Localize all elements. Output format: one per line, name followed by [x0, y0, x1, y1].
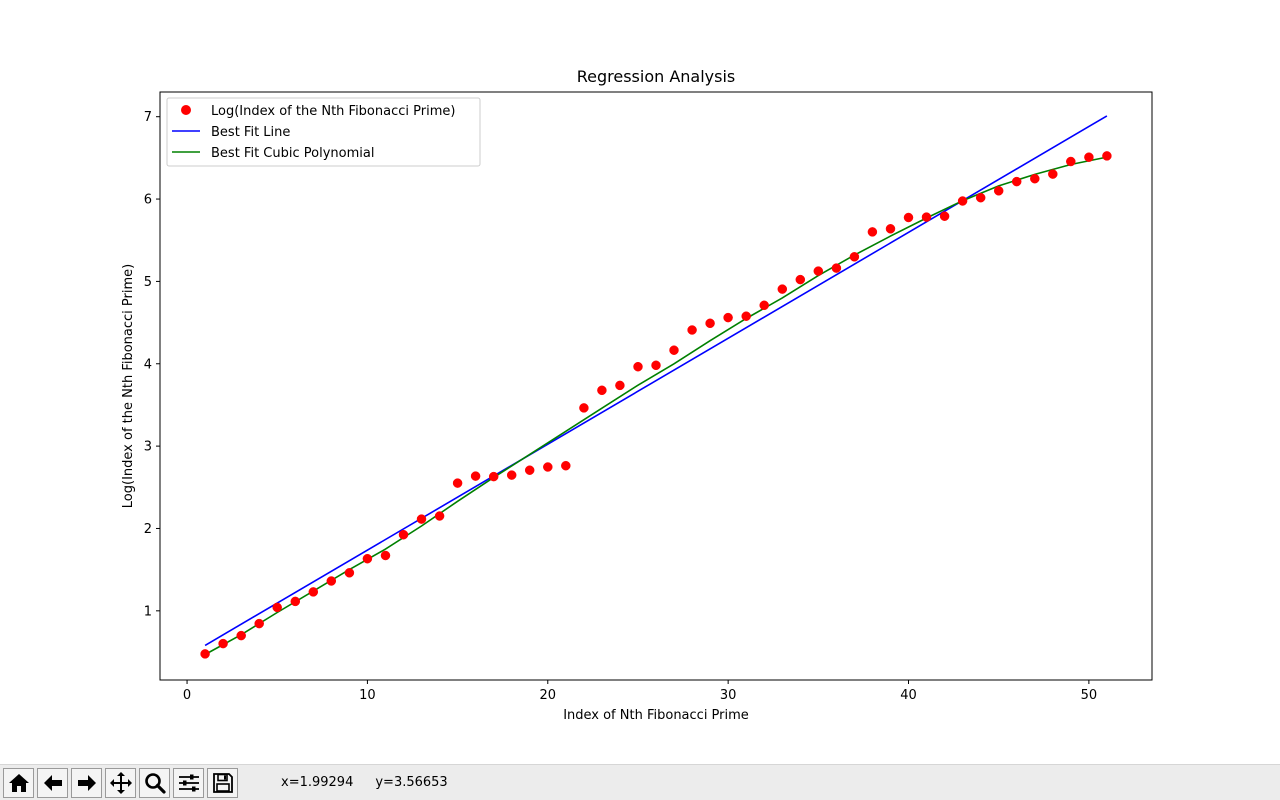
y-tick-label: 3	[144, 440, 152, 455]
x-tick-label: 40	[900, 688, 917, 703]
data-point	[867, 227, 878, 237]
data-point	[200, 649, 210, 659]
data-point	[687, 325, 697, 335]
chart-title: Regression Analysis	[577, 67, 736, 86]
plot-markers	[200, 151, 1112, 659]
data-point	[741, 311, 751, 321]
data-point	[380, 550, 391, 561]
axis-ticks: 0 10 20 30 40 50 1 2 3 4 5 6 7	[144, 110, 1097, 703]
pan-move-icon	[109, 772, 132, 794]
data-point	[795, 274, 806, 285]
save-floppy-icon	[212, 773, 233, 793]
data-point	[236, 630, 246, 641]
data-point	[597, 385, 607, 396]
pan-button[interactable]	[105, 768, 136, 798]
data-point	[561, 460, 571, 471]
plot-lines	[204, 115, 1108, 656]
data-point	[705, 318, 715, 329]
data-point	[254, 618, 264, 629]
x-tick-label: 0	[183, 688, 191, 703]
data-point	[723, 312, 733, 323]
y-tick-label: 6	[144, 193, 152, 208]
data-point	[957, 196, 968, 206]
data-point	[344, 568, 355, 578]
back-button[interactable]	[37, 768, 68, 798]
data-point	[759, 300, 769, 311]
data-point	[993, 186, 1004, 196]
x-axis-label: Index of Nth Fibonacci Prime	[563, 708, 749, 723]
back-arrow-icon	[43, 775, 62, 791]
data-point	[1030, 173, 1040, 184]
data-point	[326, 576, 337, 586]
cursor-y-readout: y=3.56653	[375, 775, 448, 790]
data-point	[975, 192, 986, 203]
zoom-button[interactable]	[139, 768, 170, 798]
forward-button[interactable]	[71, 768, 102, 798]
data-point	[398, 529, 409, 540]
navigation-toolbar: x=1.99294 y=3.56653	[0, 764, 1280, 800]
data-point	[651, 360, 661, 371]
data-point	[831, 263, 842, 273]
data-point	[524, 465, 535, 475]
data-point	[308, 587, 319, 597]
cursor-coordinates: x=1.99294 y=3.56653	[281, 775, 470, 790]
data-point	[903, 212, 914, 223]
data-point	[885, 224, 896, 234]
y-tick-label: 5	[144, 275, 152, 290]
data-point	[1066, 156, 1076, 167]
home-icon	[8, 774, 29, 792]
legend-marker-series-data	[181, 105, 191, 115]
data-point	[452, 478, 463, 488]
legend-label-cubic-fit: Best Fit Cubic Polynomial	[211, 146, 374, 161]
y-tick-label: 7	[144, 110, 152, 125]
forward-arrow-icon	[77, 775, 96, 791]
data-point	[1011, 176, 1022, 187]
y-tick-label: 2	[144, 522, 152, 537]
data-point	[849, 252, 860, 262]
data-point	[362, 553, 373, 564]
figure-canvas: Regression Analysis 0 10 20 30 40 50 1 2 3 4 5 6 7 I…	[121, 67, 1153, 723]
data-point	[813, 266, 824, 276]
data-point	[470, 471, 481, 481]
data-point	[939, 211, 950, 221]
data-point	[506, 470, 517, 480]
home-button[interactable]	[3, 768, 34, 798]
data-point	[290, 596, 301, 607]
data-point	[633, 361, 643, 372]
data-point	[1084, 152, 1094, 162]
data-point	[272, 602, 282, 613]
data-point	[615, 380, 625, 391]
cursor-x-readout: x=1.99294	[281, 775, 354, 790]
data-point	[777, 284, 788, 294]
legend-label-series-data: Log(Index of the Nth Fibonacci Prime)	[211, 104, 455, 119]
save-button[interactable]	[207, 768, 238, 798]
x-tick-label: 50	[1081, 688, 1098, 703]
data-point	[416, 514, 427, 524]
legend-box	[166, 97, 481, 167]
data-point	[218, 638, 228, 649]
x-tick-label: 30	[720, 688, 737, 703]
subplots-sliders-icon	[178, 774, 199, 792]
data-point	[669, 345, 679, 355]
y-tick-label: 1	[144, 604, 152, 619]
y-axis-label: Log(Index of the Nth Fibonacci Prime)	[121, 264, 136, 508]
data-point	[434, 511, 445, 521]
data-point	[579, 403, 589, 413]
subplots-button[interactable]	[173, 768, 204, 798]
data-point	[1048, 169, 1058, 179]
legend: Log(Index of the Nth Fibonacci Prime) Be…	[166, 97, 481, 167]
best-fit-cubic-line	[204, 156, 1108, 656]
legend-label-best-fit: Best Fit Line	[211, 125, 290, 140]
data-point	[543, 462, 553, 472]
zoom-magnifier-icon	[144, 773, 166, 794]
x-tick-label: 20	[540, 688, 557, 703]
regression-chart: Regression Analysis 0 10 20 30 40 50 1 2 3 4 5 6 7 I…	[121, 67, 1153, 723]
data-point	[1102, 151, 1112, 161]
y-tick-label: 4	[144, 357, 152, 372]
data-point	[921, 212, 932, 222]
data-point	[488, 471, 499, 482]
x-tick-label: 10	[359, 688, 376, 703]
